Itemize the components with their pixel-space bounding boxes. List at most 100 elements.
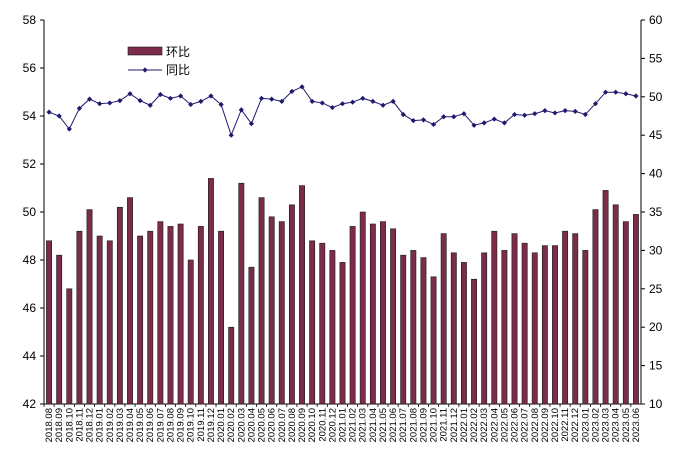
line-point-2018.08 [46, 109, 52, 115]
right-y-axis: 10 15 20 25 30 35 40 45 50 55 60 [641, 13, 663, 411]
line-point-2019.12 [208, 93, 214, 99]
line-point-2021.11 [441, 114, 447, 120]
bar-2021.12 [450, 252, 457, 405]
line-series-group [46, 84, 639, 138]
bar-2020.12 [329, 250, 336, 405]
x-tick-label: 2018.12 [85, 408, 96, 442]
line-point-2020.06 [269, 96, 275, 102]
x-tick-label: 2021.08 [408, 408, 419, 442]
x-tick-label: 2022.09 [540, 408, 551, 442]
x-tick-label: 2022.12 [570, 408, 581, 442]
bar-2022.04 [491, 230, 498, 405]
line-point-2021.04 [370, 98, 376, 105]
left-tick-label: 44 [23, 349, 37, 363]
right-tick-label: 15 [649, 359, 663, 373]
line-point-2023.01 [582, 111, 588, 118]
x-tick-label: 2022.07 [520, 408, 531, 442]
x-tick-label: 2020.10 [307, 408, 318, 442]
line-point-2019.07 [157, 91, 163, 98]
x-tick-label: 2021.06 [388, 408, 399, 442]
line-point-2019.06 [147, 102, 153, 108]
right-tick-label: 50 [649, 90, 663, 104]
right-tick-label: 45 [649, 128, 663, 142]
line-point-2019.01 [97, 101, 103, 107]
bar-2020.05 [258, 197, 265, 405]
bar-2020.04 [248, 266, 255, 405]
line-point-2022.09 [542, 108, 548, 114]
bar-series-group [46, 178, 639, 405]
bar-2023.04 [612, 204, 619, 405]
left-tick-label: 56 [23, 61, 37, 75]
bar-2021.10 [430, 276, 437, 405]
legend-line-label: 同比 [166, 63, 190, 77]
x-tick-label: 2020.01 [216, 408, 227, 442]
legend-bar-swatch [127, 46, 163, 56]
bar-2022.06 [511, 233, 518, 405]
line-point-2020.04 [248, 121, 255, 127]
line-point-2020.01 [218, 101, 224, 108]
left-tick-label: 52 [23, 157, 37, 171]
line-point-2022.03 [481, 120, 487, 126]
line-series-path [48, 86, 637, 137]
x-tick-label: 2022.11 [560, 408, 571, 442]
bar-2020.01 [218, 230, 225, 405]
bar-2020.10 [309, 240, 316, 405]
x-tick-label: 2023.02 [590, 408, 601, 442]
x-tick-label: 2019.02 [105, 408, 116, 442]
bar-2018.09 [56, 254, 63, 405]
x-tick-label: 2021.12 [449, 408, 460, 442]
x-tick-label: 2019.01 [95, 408, 106, 442]
x-tick-label: 2023.01 [580, 408, 591, 442]
x-axis: 2018.08 2018.09 2018.10 2018.11 2018.12 2019.… [43, 404, 642, 442]
x-tick-label: 2018.08 [44, 408, 55, 442]
right-tick-label: 55 [649, 51, 663, 65]
bar-2023.03 [602, 190, 609, 405]
right-tick-label: 30 [649, 243, 663, 257]
line-point-2022.10 [552, 110, 558, 116]
line-point-2023.03 [602, 89, 609, 95]
line-point-2019.04 [127, 91, 133, 97]
line-point-2021.06 [390, 98, 396, 105]
left-tick-label: 54 [23, 109, 37, 123]
line-point-2022.04 [491, 116, 497, 122]
x-tick-label: 2019.12 [206, 408, 217, 442]
left-tick-label: 46 [23, 301, 37, 315]
x-tick-label: 2018.09 [54, 408, 65, 442]
x-tick-label: 2020.08 [287, 408, 298, 442]
bar-2019.07 [157, 221, 164, 405]
x-tick-label: 2022.08 [530, 408, 541, 442]
line-point-2021.10 [430, 121, 437, 128]
bar-2022.01 [460, 262, 467, 405]
bar-2020.11 [319, 242, 326, 405]
x-tick-label: 2022.03 [479, 408, 490, 442]
bar-2020.06 [268, 216, 275, 405]
bar-2021.05 [380, 221, 386, 405]
bar-2018.12 [86, 209, 93, 405]
line-point-2018.11 [76, 105, 83, 111]
bar-2022.08 [531, 252, 538, 405]
x-tick-label: 2022.10 [550, 408, 561, 442]
line-point-2019.08 [167, 95, 174, 101]
line-point-2021.05 [380, 102, 386, 108]
x-tick-label: 2020.06 [267, 408, 278, 442]
x-tick-label: 2020.11 [317, 408, 328, 442]
bar-2019.12 [208, 178, 214, 405]
x-tick-label: 2019.04 [125, 408, 136, 442]
x-tick-label: 2023.04 [611, 408, 622, 442]
legend-bar-label: 环比 [166, 45, 190, 59]
bar-2019.09 [177, 223, 184, 405]
bar-2019.06 [147, 230, 154, 405]
x-tick-label: 2020.02 [226, 408, 237, 442]
x-tick-label: 2023.03 [601, 408, 612, 442]
line-point-2019.09 [178, 93, 184, 99]
line-point-2022.07 [522, 112, 528, 118]
left-tick-label: 42 [23, 397, 37, 411]
bar-2019.10 [187, 259, 194, 405]
right-tick-label: 35 [649, 205, 663, 219]
x-tick-label: 2019.03 [115, 408, 126, 442]
bar-2021.07 [400, 254, 407, 405]
bar-2018.11 [76, 230, 83, 405]
x-tick-label: 2022.01 [459, 408, 470, 442]
